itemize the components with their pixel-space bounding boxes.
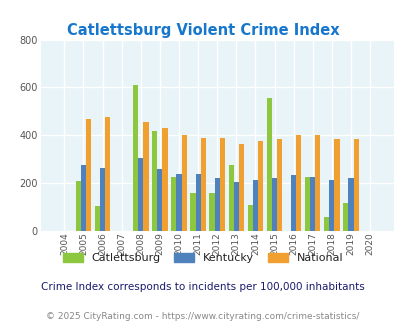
Bar: [233, 182, 238, 231]
Bar: [100, 168, 105, 231]
Bar: [195, 174, 200, 231]
Bar: [252, 180, 257, 231]
Bar: [157, 169, 162, 231]
Bar: [323, 217, 328, 231]
Bar: [334, 139, 339, 231]
Bar: [152, 131, 157, 231]
Bar: [162, 128, 167, 231]
Bar: [277, 139, 281, 231]
Bar: [143, 122, 148, 231]
Bar: [315, 135, 320, 231]
Bar: [81, 165, 86, 231]
Bar: [214, 178, 219, 231]
Text: Catlettsburg Violent Crime Index: Catlettsburg Violent Crime Index: [66, 23, 339, 38]
Bar: [347, 178, 353, 231]
Bar: [309, 177, 315, 231]
Bar: [290, 175, 296, 231]
Bar: [181, 135, 186, 231]
Bar: [304, 177, 309, 231]
Bar: [328, 180, 334, 231]
Bar: [296, 135, 301, 231]
Text: © 2025 CityRating.com - https://www.cityrating.com/crime-statistics/: © 2025 CityRating.com - https://www.city…: [46, 312, 359, 321]
Bar: [200, 138, 205, 231]
Bar: [176, 174, 181, 231]
Bar: [266, 98, 271, 231]
Bar: [353, 139, 358, 231]
Bar: [76, 181, 81, 231]
Legend: Catlettsburg, Kentucky, National: Catlettsburg, Kentucky, National: [58, 248, 347, 268]
Text: Crime Index corresponds to incidents per 100,000 inhabitants: Crime Index corresponds to incidents per…: [41, 282, 364, 292]
Bar: [105, 117, 110, 231]
Bar: [190, 193, 195, 231]
Bar: [171, 177, 176, 231]
Bar: [219, 138, 224, 231]
Bar: [247, 205, 252, 231]
Bar: [86, 118, 91, 231]
Bar: [238, 144, 243, 231]
Bar: [209, 193, 214, 231]
Bar: [133, 85, 138, 231]
Bar: [138, 158, 143, 231]
Bar: [342, 204, 347, 231]
Bar: [228, 165, 233, 231]
Bar: [95, 206, 100, 231]
Bar: [257, 141, 262, 231]
Bar: [271, 178, 277, 231]
